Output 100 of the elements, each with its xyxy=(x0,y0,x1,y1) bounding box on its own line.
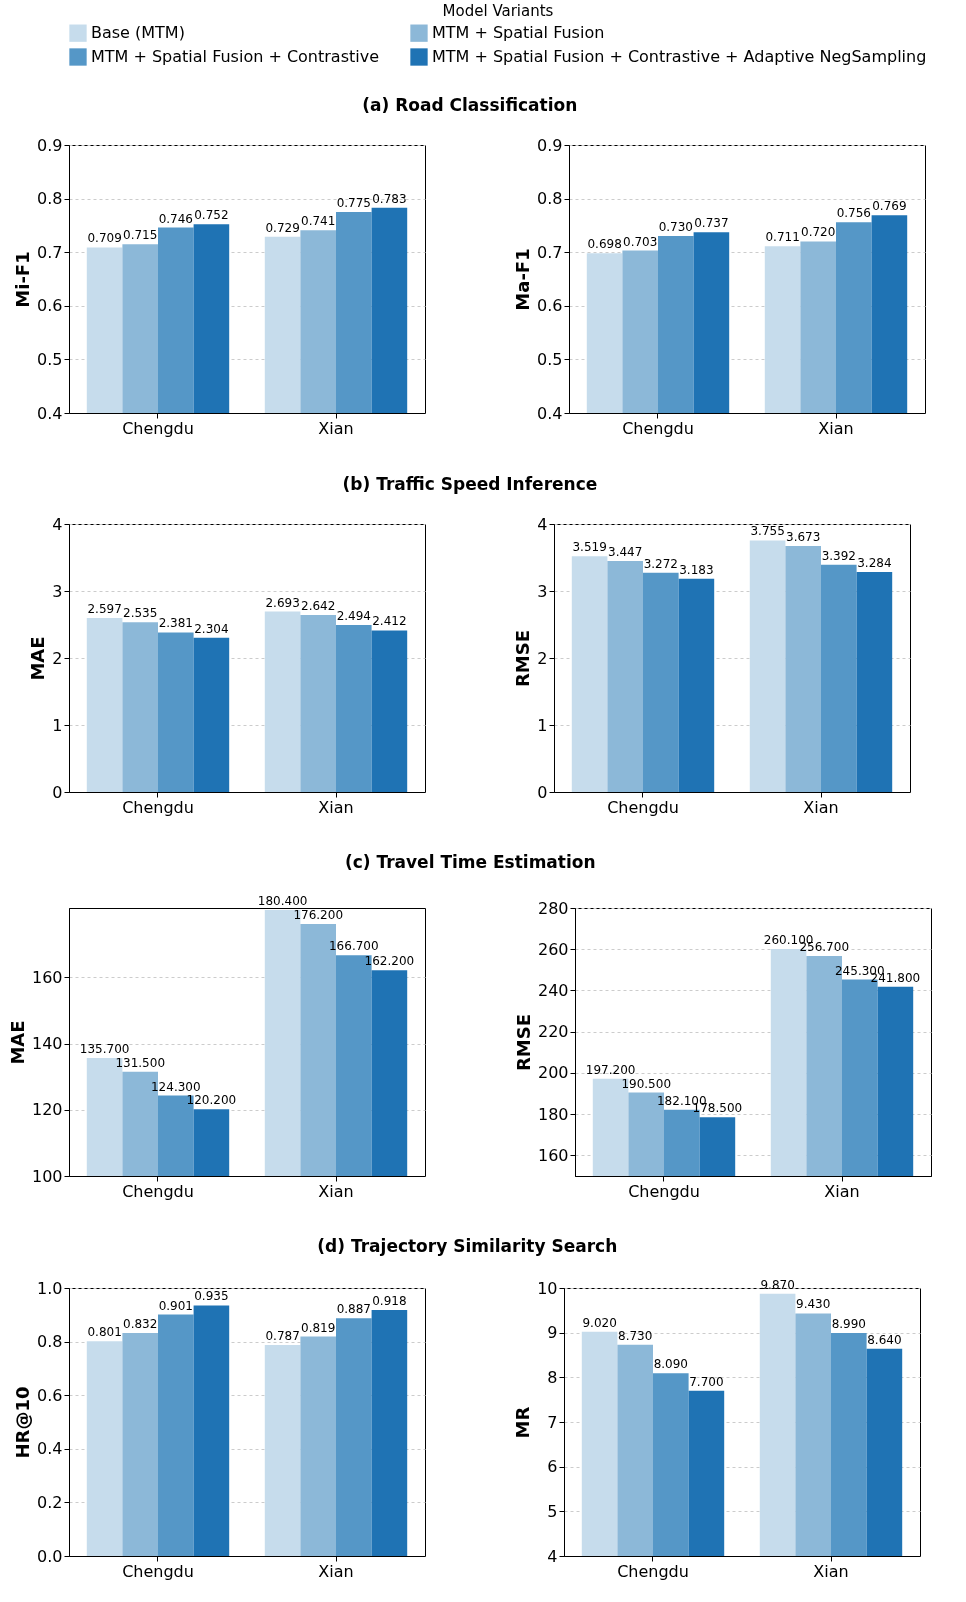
y-tick-label: 4 xyxy=(547,1546,558,1566)
bar xyxy=(678,578,715,792)
data-label: 8.990 xyxy=(831,1317,866,1332)
data-label: 197.200 xyxy=(585,1062,636,1077)
data-label: 9.020 xyxy=(582,1315,617,1330)
bar xyxy=(300,614,336,792)
y-tick-label: 0.9 xyxy=(37,135,63,155)
data-label: 131.500 xyxy=(115,1055,166,1070)
y-tick-label: 240 xyxy=(537,980,569,1000)
bar xyxy=(158,632,194,792)
data-label: 2.642 xyxy=(301,598,336,613)
y-tick-label: 260 xyxy=(537,939,569,959)
bar xyxy=(856,571,893,792)
data-label: 0.737 xyxy=(694,216,729,231)
text: (a) Road Classification xyxy=(362,94,578,115)
legend-label: MTM + Spatial Fusion + Contrastive + Adaptive NegSampling xyxy=(432,47,927,66)
x-tick-label: Chengdu xyxy=(622,418,694,438)
data-label: 3.519 xyxy=(572,540,607,555)
y-tick-label: 0.7 xyxy=(537,242,563,262)
y-tick-label: 220 xyxy=(537,1022,569,1042)
bar xyxy=(336,624,372,792)
y-tick-label: 6 xyxy=(547,1457,558,1477)
text: (b) Traffic Speed Inference xyxy=(342,473,598,494)
data-label: 190.500 xyxy=(621,1076,672,1091)
data-label: 3.183 xyxy=(679,562,714,577)
data-label: 2.412 xyxy=(372,614,407,629)
data-label: 0.720 xyxy=(801,225,836,240)
x-tick-label: Chengdu xyxy=(122,418,194,438)
data-label: 0.703 xyxy=(623,234,658,249)
y-tick-label: 120 xyxy=(31,1100,63,1120)
y-tick-label: 3 xyxy=(52,581,63,601)
data-label: 8.730 xyxy=(618,1328,653,1343)
y-tick-label: 0.5 xyxy=(537,349,563,369)
data-label: 0.901 xyxy=(158,1298,193,1313)
y-axis-title: RMSE xyxy=(512,629,534,688)
data-label: 0.698 xyxy=(587,237,622,252)
data-label: 0.775 xyxy=(336,196,371,210)
data-label: 0.935 xyxy=(194,1289,229,1304)
data-label: 8.640 xyxy=(867,1332,902,1347)
y-tick-label: 0.7 xyxy=(37,242,63,262)
y-tick-label: 1.0 xyxy=(37,1278,63,1298)
bar xyxy=(643,572,679,792)
y-tick-label: 9 xyxy=(547,1323,558,1343)
x-tick-label: Xian xyxy=(824,1181,860,1201)
y-tick-label: 0.8 xyxy=(537,189,563,209)
data-label: 0.769 xyxy=(872,199,907,214)
y-tick-label: 0.4 xyxy=(537,403,563,423)
bar xyxy=(264,611,301,792)
y-tick-label: 160 xyxy=(31,967,63,987)
data-label: 0.819 xyxy=(301,1320,336,1335)
data-label: 9.430 xyxy=(796,1297,831,1312)
x-tick-label: Chengdu xyxy=(617,1561,689,1581)
data-label: 0.918 xyxy=(372,1293,407,1308)
y-tick-label: 7 xyxy=(547,1412,558,1432)
x-tick-label: Xian xyxy=(813,1561,849,1581)
legend-label: Base (MTM) xyxy=(91,23,185,43)
x-tick-label: Chengdu xyxy=(607,797,679,817)
x-tick-label: Xian xyxy=(818,418,854,438)
x-tick-label: Xian xyxy=(318,797,354,817)
bar xyxy=(371,630,408,792)
y-axis-title: RMSE xyxy=(512,1013,534,1072)
x-tick-label: Chengdu xyxy=(628,1181,700,1201)
data-label: 3.392 xyxy=(821,548,856,563)
bar xyxy=(193,637,230,792)
y-tick-label: 4 xyxy=(52,514,63,534)
data-label: 0.741 xyxy=(301,214,336,229)
data-label: 166.700 xyxy=(328,939,379,954)
bar xyxy=(607,561,643,792)
data-label: 2.494 xyxy=(336,608,371,623)
y-tick-label: 10 xyxy=(537,1278,558,1298)
y-axis-title: MAE xyxy=(27,636,49,681)
y-tick-label: 1 xyxy=(537,715,548,735)
data-label: 0.709 xyxy=(87,231,122,246)
y-tick-label: 100 xyxy=(31,1166,63,1186)
y-tick-label: 0.6 xyxy=(537,296,563,316)
data-label: 0.752 xyxy=(194,208,229,223)
data-label: 3.755 xyxy=(750,524,785,539)
y-tick-label: 0.5 xyxy=(37,349,63,369)
x-tick-label: Xian xyxy=(318,418,354,438)
data-label: 8.090 xyxy=(653,1357,688,1372)
y-tick-label: 0.0 xyxy=(37,1546,63,1566)
x-tick-label: Chengdu xyxy=(122,1561,194,1581)
y-tick-label: 2 xyxy=(52,648,63,668)
x-tick-label: Xian xyxy=(318,1181,354,1201)
data-label: 135.700 xyxy=(79,1041,130,1056)
data-label: 2.381 xyxy=(158,616,193,631)
data-label: 7.700 xyxy=(689,1374,724,1389)
data-label: 0.832 xyxy=(123,1317,158,1332)
data-label: 2.535 xyxy=(123,606,158,621)
y-axis-title: HR@10 xyxy=(12,1386,34,1459)
y-tick-label: 200 xyxy=(537,1063,569,1083)
data-label: 0.711 xyxy=(765,230,800,245)
bar xyxy=(571,556,608,792)
data-label: 2.597 xyxy=(87,602,122,616)
data-label: 124.300 xyxy=(150,1079,201,1094)
y-tick-label: 3 xyxy=(537,581,548,601)
y-tick-label: 0.2 xyxy=(37,1492,63,1512)
y-tick-label: 140 xyxy=(31,1034,63,1054)
y-tick-label: 280 xyxy=(537,898,569,918)
y-tick-label: 0 xyxy=(537,782,548,802)
